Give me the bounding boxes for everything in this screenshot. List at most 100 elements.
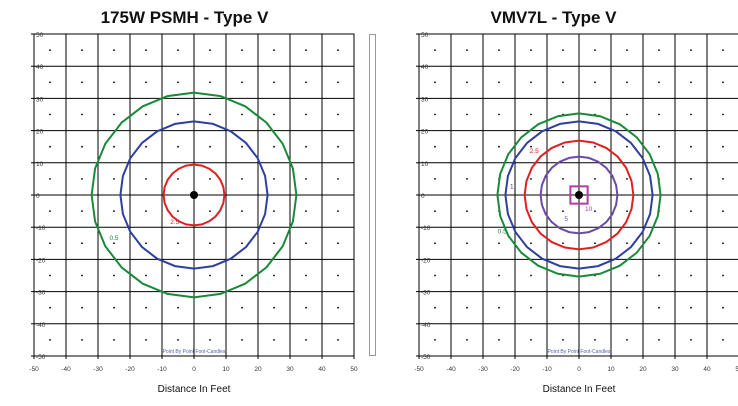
x-tick-label: 40 (703, 366, 711, 373)
sample-point (690, 210, 692, 213)
sample-point (273, 306, 275, 309)
x-tick-label: 50 (350, 366, 358, 373)
contour-line (539, 155, 619, 235)
sample-point (241, 242, 243, 245)
sample-point (690, 306, 692, 309)
sample-point (305, 81, 307, 84)
contour-label: 2.5 (530, 148, 539, 155)
sample-point (626, 242, 628, 245)
sample-point (434, 81, 436, 84)
sample-point (209, 81, 211, 84)
sample-point (337, 339, 339, 341)
y-tick-label: 50 (36, 32, 44, 39)
sample-point (498, 113, 500, 116)
sample-point (337, 81, 339, 84)
sample-point (562, 178, 564, 180)
x-tick-label: 0 (192, 366, 196, 373)
sample-point (209, 306, 211, 309)
sample-point (145, 339, 147, 341)
sample-point (113, 49, 115, 51)
contour-line (119, 120, 269, 270)
sample-point (562, 242, 564, 245)
sample-point (49, 242, 51, 245)
y-tick-label: 10 (36, 161, 44, 168)
sample-point (562, 210, 564, 213)
sample-point (305, 210, 307, 213)
sample-point (177, 242, 179, 245)
sample-point (466, 274, 468, 277)
sample-point (81, 339, 83, 341)
sample-point (530, 113, 532, 116)
sample-point (305, 339, 307, 341)
legend-note: Point By Point Foot-Candles (163, 349, 226, 355)
y-tick-label: -50 (421, 354, 431, 361)
sample-point (145, 242, 147, 245)
sample-point (337, 145, 339, 148)
contour-line (496, 112, 662, 278)
sample-point (81, 242, 83, 245)
sample-point (466, 145, 468, 148)
sample-point (145, 145, 147, 148)
chart-title: VMV7L - Type V (490, 8, 617, 27)
x-axis-label: Distance In Feet (542, 384, 616, 395)
x-tick-label: 0 (577, 366, 581, 373)
sample-point (49, 145, 51, 148)
sample-point (337, 242, 339, 245)
sample-point (145, 210, 147, 213)
sample-point (49, 178, 51, 180)
sample-point (113, 242, 115, 245)
sample-point (658, 81, 660, 84)
y-tick-label: 20 (421, 129, 429, 136)
sample-point (690, 339, 692, 341)
sample-point (273, 274, 275, 277)
sample-point (305, 49, 307, 51)
sample-point (466, 113, 468, 116)
sample-point (562, 49, 564, 51)
sample-point (626, 49, 628, 51)
sample-point (81, 274, 83, 277)
sample-point (594, 49, 596, 51)
sample-point (177, 81, 179, 84)
sample-point (273, 49, 275, 51)
sample-point (690, 113, 692, 116)
sample-point (177, 145, 179, 148)
sample-point (466, 49, 468, 51)
sample-point (305, 274, 307, 277)
sample-point (113, 306, 115, 309)
contour-label: 2.5 (170, 219, 179, 226)
x-tick-label: -30 (93, 366, 103, 373)
sample-point (626, 145, 628, 148)
sample-point (81, 113, 83, 116)
sample-point (273, 178, 275, 180)
x-tick-label: -20 (125, 366, 135, 373)
y-tick-label: 30 (421, 96, 429, 103)
x-tick-label: -30 (478, 366, 488, 373)
sample-point (241, 178, 243, 180)
sample-point (273, 81, 275, 84)
sample-point (594, 339, 596, 341)
sample-point (209, 113, 211, 116)
x-tick-label: 40 (318, 366, 326, 373)
sample-point (273, 242, 275, 245)
sample-point (177, 306, 179, 309)
sample-point (562, 81, 564, 84)
contour-chart: 50 40 30 20 10 0 -10 -20 -30 -40 -50 -50 -40 -30 -20 -1… (29, 32, 358, 373)
sample-point (434, 274, 436, 277)
sample-point (145, 306, 147, 309)
sample-point (434, 306, 436, 309)
left-chart-panel: 175W PSMH - Type V 50 40 30 20 10 0 -10 -20 -30 -… (29, 8, 358, 395)
sample-point (498, 145, 500, 148)
x-tick-label: 10 (607, 366, 615, 373)
sample-point (658, 145, 660, 148)
x-tick-label: -10 (542, 366, 552, 373)
sample-point (690, 81, 692, 84)
y-tick-label: 0 (36, 193, 40, 200)
contour-line (504, 120, 654, 270)
sample-point (690, 274, 692, 277)
sample-point (49, 339, 51, 341)
sample-point (722, 339, 724, 341)
x-axis-label: Distance In Feet (157, 384, 231, 395)
y-tick-label: 10 (421, 161, 429, 168)
sample-point (177, 210, 179, 213)
sample-point (722, 242, 724, 245)
